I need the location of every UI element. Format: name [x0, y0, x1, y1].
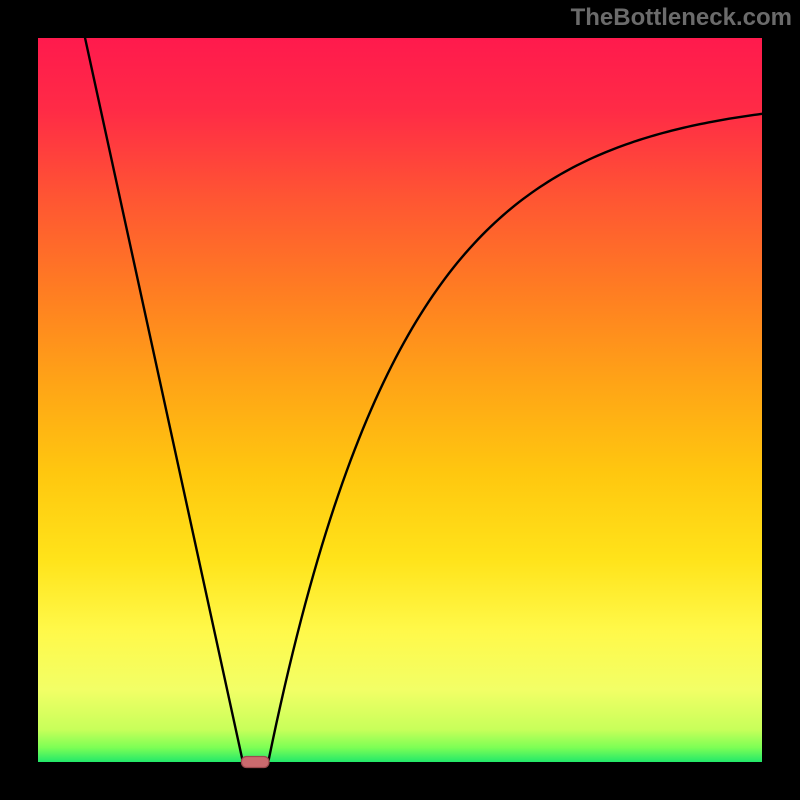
vertex-marker [241, 757, 269, 768]
chart-svg [0, 0, 800, 800]
gradient-background [38, 38, 762, 762]
watermark-text: TheBottleneck.com [571, 4, 792, 32]
chart-container: TheBottleneck.com [0, 0, 800, 800]
